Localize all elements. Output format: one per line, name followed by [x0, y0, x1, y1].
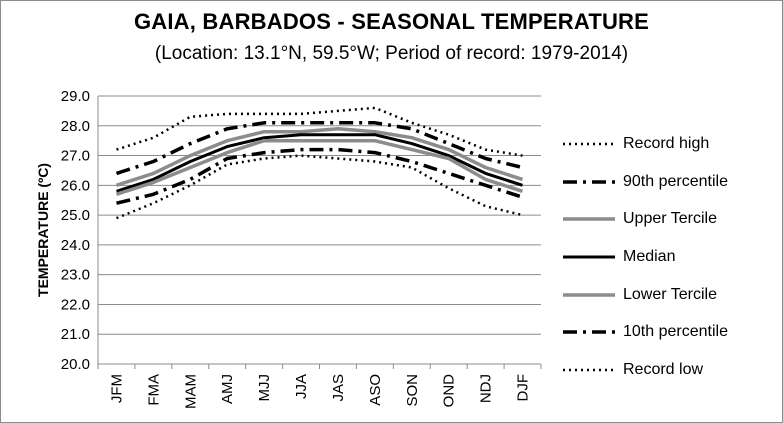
legend: Record high 90th percentile Upper Tercile M…: [561, 125, 776, 389]
y-tick-label: 21.0: [61, 326, 90, 343]
series-line-median: [116, 133, 523, 193]
legend-label: Record low: [623, 360, 704, 378]
legend-item: Record high: [561, 125, 776, 163]
x-tick-label: JJA: [293, 374, 310, 399]
series-line-10th-percentile: [116, 147, 524, 205]
x-tick-label: AMJ: [219, 374, 236, 404]
legend-swatch: [563, 330, 615, 335]
legend-swatch: [563, 217, 615, 221]
y-tick-label: 22.0: [61, 296, 90, 313]
legend-item: 90th percentile: [561, 163, 776, 201]
legend-item: Median: [561, 238, 776, 276]
legend-swatch: [563, 255, 615, 259]
y-tick-label: 29.0: [61, 88, 90, 105]
x-tick-label: MJJ: [256, 374, 273, 402]
x-tick-label: JAS: [330, 374, 347, 402]
x-tick-label: DJF: [515, 374, 532, 402]
legend-label: Record high: [623, 134, 710, 152]
y-tick-label: 24.0: [61, 237, 90, 254]
y-axis-ticks: 20.0 21.0 22.0 23.0 24.0 25.0 26.0 27.0 28.0 29.0: [61, 88, 90, 373]
x-tick-label: JFM: [108, 374, 125, 403]
x-tick-label: ASO: [367, 374, 384, 406]
series-lines: [115, 106, 524, 220]
legend-label: 90th percentile: [623, 172, 728, 190]
legend-item: 10th percentile: [561, 313, 776, 351]
series-line-record-high: [116, 106, 523, 157]
x-tick-label: FMA: [145, 374, 162, 406]
legend-label: 10th percentile: [623, 323, 728, 341]
series-line-lower-tercile: [115, 138, 524, 196]
x-tick-label: NDJ: [478, 374, 495, 403]
legend-label: Median: [623, 247, 676, 265]
x-tick-label: OND: [441, 374, 458, 408]
series-line-90th-percentile: [115, 121, 523, 176]
legend-label: Lower Tercile: [623, 285, 717, 303]
chart-subtitle: (Location: 13.1°N, 59.5°W; Period of rec…: [154, 43, 629, 64]
legend-label: Upper Tercile: [623, 210, 717, 228]
y-tick-label: 25.0: [61, 207, 90, 224]
legend-swatch: [563, 368, 615, 372]
y-tick-label: 23.0: [61, 267, 90, 284]
x-axis-ticks: JFM FMA MAM AMJ MJJ JJA JAS ASO SON OND NDJ DJF: [97, 364, 542, 409]
x-tick-label: MAM: [182, 374, 199, 409]
series-line-upper-tercile: [115, 127, 524, 187]
y-tick-label: 26.0: [61, 177, 90, 194]
legend-item: Upper Tercile: [561, 200, 776, 238]
series-line-record-low: [116, 154, 523, 220]
legend-swatch: [563, 142, 615, 146]
y-tick-label: 27.0: [61, 148, 90, 165]
legend-item: Record low: [561, 351, 776, 389]
legend-swatch: [563, 179, 615, 184]
chart-title: GAIA, BARBADOS - SEASONAL TEMPERATURE: [133, 9, 650, 34]
legend-item: Lower Tercile: [561, 276, 776, 314]
y-tick-label: 20.0: [61, 356, 90, 373]
x-tick-label: SON: [404, 374, 421, 407]
y-tick-label: 28.0: [61, 118, 90, 135]
y-axis-label: TEMPERATURE (ºC): [35, 163, 51, 297]
legend-swatch: [563, 292, 615, 297]
